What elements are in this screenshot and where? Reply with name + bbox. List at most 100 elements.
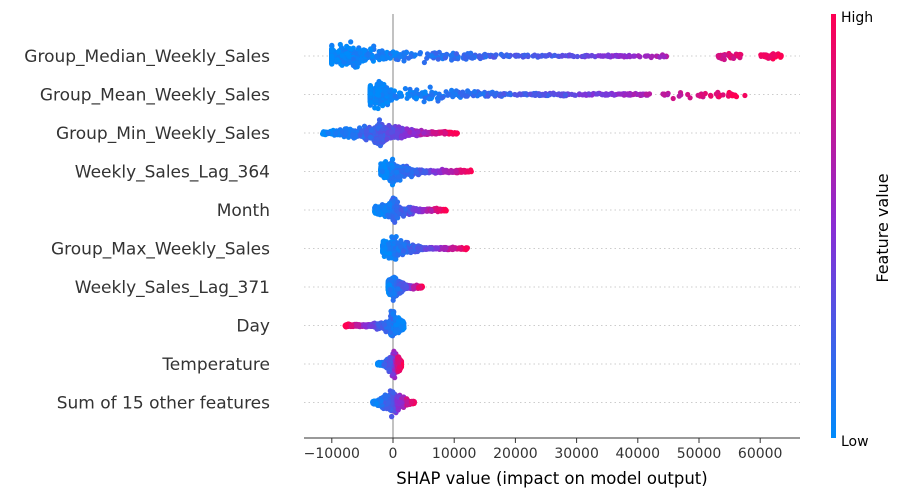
shap-point	[462, 55, 468, 61]
shap-point	[660, 91, 666, 97]
shap-point	[397, 93, 403, 99]
shap-point	[626, 91, 633, 97]
shap-point	[531, 92, 537, 98]
shap-point	[397, 54, 403, 60]
shap-point	[367, 99, 373, 105]
shap-point	[388, 93, 395, 99]
shap-point	[572, 92, 579, 98]
shap-point	[443, 208, 449, 214]
shap-point	[357, 50, 363, 56]
shap-point	[594, 91, 600, 97]
shap-point	[406, 93, 413, 99]
shap-point	[734, 52, 741, 58]
shap-point	[382, 245, 388, 252]
shap-point	[670, 95, 676, 102]
shap-point	[476, 54, 482, 60]
shap-point	[618, 53, 624, 59]
shap-point	[541, 91, 547, 98]
feature-points	[372, 195, 449, 225]
shap-point	[385, 212, 391, 218]
shap-point	[336, 48, 342, 55]
shap-point	[484, 93, 491, 99]
shap-point	[350, 132, 356, 138]
shap-point	[543, 53, 549, 59]
shap-point	[468, 50, 474, 56]
shap-point	[643, 91, 649, 97]
shap-point	[390, 156, 396, 162]
shap-point	[362, 48, 368, 54]
shap-point	[421, 59, 427, 66]
shap-point	[772, 52, 778, 59]
shap-point	[676, 93, 682, 99]
shap-point	[480, 91, 486, 97]
shap-point	[412, 91, 418, 97]
shap-point	[390, 49, 396, 55]
shap-point	[580, 53, 587, 59]
shap-point	[343, 130, 349, 136]
shap-point	[515, 52, 521, 58]
feature-points	[329, 39, 784, 70]
shap-point	[376, 210, 382, 216]
shap-point	[589, 52, 595, 59]
shap-point	[367, 91, 373, 97]
shap-point	[599, 92, 606, 98]
shap-point	[661, 54, 667, 60]
shap-point	[392, 219, 398, 225]
shap-point	[341, 59, 347, 65]
shap-point	[433, 50, 439, 57]
shap-point	[337, 41, 343, 48]
shap-point	[421, 99, 427, 105]
shap-point	[436, 169, 442, 175]
shap-point	[392, 93, 398, 99]
shap-point	[536, 53, 542, 59]
shap-point	[361, 123, 368, 129]
shap-point	[387, 88, 393, 94]
shap-point	[447, 168, 453, 174]
shap-point	[563, 92, 569, 98]
shap-point	[472, 89, 478, 95]
shap-point	[501, 91, 507, 97]
shap-point	[512, 91, 518, 98]
shap-point	[551, 91, 557, 97]
shap-point	[586, 91, 592, 97]
shap-point	[344, 50, 351, 57]
shap-point	[417, 51, 423, 57]
shap-point	[430, 129, 436, 135]
shap-point	[347, 59, 353, 65]
shap-point	[388, 129, 395, 135]
shap-point	[441, 168, 447, 174]
shap-point	[450, 94, 456, 100]
shap-point	[482, 51, 488, 57]
feature-label: Temperature	[161, 355, 270, 375]
shap-point	[649, 53, 655, 59]
shap-point	[380, 103, 386, 109]
shap-point	[379, 169, 385, 175]
shap-point	[453, 51, 459, 57]
feature-points	[378, 156, 474, 188]
shap-points	[320, 39, 784, 420]
shap-point	[627, 54, 633, 60]
feature-points	[385, 274, 425, 303]
shap-point	[457, 246, 463, 252]
shap-point	[453, 168, 459, 174]
shap-point	[708, 93, 714, 99]
shap-point	[387, 202, 393, 208]
shap-point	[389, 97, 395, 103]
shap-point	[424, 51, 431, 57]
shap-point	[536, 92, 543, 99]
shap-point	[720, 92, 726, 98]
feature-label: Sum of 15 other features	[57, 394, 270, 414]
shap-point	[448, 52, 454, 59]
shap-point	[414, 169, 420, 175]
shap-point	[350, 56, 356, 62]
shap-point	[413, 207, 419, 213]
shap-point	[384, 171, 390, 178]
shap-point	[329, 53, 335, 59]
shap-point	[715, 89, 721, 95]
shap-point	[729, 93, 736, 99]
feature-label: Month	[217, 201, 270, 221]
shap-point	[618, 91, 624, 97]
shap-point	[415, 245, 421, 251]
shap-point	[404, 167, 410, 173]
